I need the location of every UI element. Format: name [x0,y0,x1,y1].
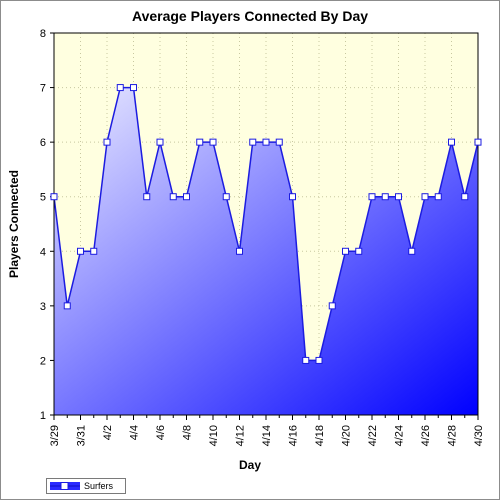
x-tick-label: 4/28 [447,425,459,446]
data-point-4-20 [342,247,349,255]
data-point-4-14 [262,138,270,146]
data-point-4-9 [196,138,204,146]
data-point-4-6 [156,138,164,146]
data-points [50,84,482,364]
x-tick-label: 3/31 [76,425,88,446]
x-tick-label: 4/10 [208,425,220,446]
x-tick-label: 4/18 [314,425,326,446]
data-point-3-31 [77,247,84,255]
y-tick-label: 6 [40,137,46,149]
y-tick-label: 5 [40,192,46,204]
data-point-4-26 [421,193,429,201]
data-point-4-22 [368,193,376,201]
data-point-4-8 [183,193,190,201]
x-tick-label: 4/26 [420,425,432,446]
data-point-4-3 [116,84,124,92]
x-tick-label: 4/16 [288,425,300,446]
y-tick-label: 7 [40,83,46,95]
data-point-4-1 [90,247,98,255]
x-tick-label: 4/14 [261,425,273,446]
data-point-4-18 [315,356,323,364]
axes: 1 2 3 4 5 6 7 8 3/29 3/31 4/2 4/4 4/6 4/8 4/10 4/12 4/14… [40,28,485,446]
data-point-4-11 [222,193,230,201]
data-point-4-25 [408,247,416,255]
data-point-4-16 [289,193,296,201]
data-point-4-13 [249,138,257,146]
x-tick-label: 4/2 [102,425,114,440]
y-tick-label: 3 [40,301,46,313]
x-tick-label: 3/29 [49,425,61,446]
data-point-4-4 [130,84,137,92]
legend: Surfers [46,478,126,494]
legend-label-surfers: Surfers [84,481,114,491]
data-point-4-28 [448,138,455,146]
data-point-4-2 [103,138,111,146]
data-point-4-10 [209,138,217,146]
data-point-4-23 [381,193,389,201]
x-tick-label: 4/12 [235,425,247,446]
data-point-4-17 [302,356,310,364]
area-fill-surfers [54,87,478,416]
plot-border [53,32,479,416]
data-point-4-27 [434,193,442,201]
data-point-4-15 [275,138,283,146]
x-tick-label: 4/22 [367,425,379,446]
data-point-4-7 [169,193,177,201]
x-tick-label: 4/24 [394,425,406,446]
x-tick-label: 4/6 [155,425,167,440]
data-point-3-29 [50,193,58,201]
x-tick-label: 4/30 [473,425,485,446]
x-tick-label: 4/20 [341,425,353,446]
x-axis-title: Day [238,458,261,472]
data-point-4-29 [461,193,469,201]
y-tick-label: 4 [40,246,46,258]
x-tick-label: 4/4 [129,425,141,440]
y-tick-label: 1 [40,410,46,422]
chart-title: Average Players Connected By Day [131,8,369,24]
x-tick-label: 4/8 [182,425,194,440]
legend-swatch [50,482,80,490]
data-point-4-24 [395,193,402,201]
data-point-4-19 [328,302,336,310]
data-point-4-5 [143,193,151,201]
y-tick-label: 8 [40,28,46,40]
data-point-4-12 [236,247,243,255]
data-point-4-21 [355,247,363,255]
data-point-3-30 [63,302,71,310]
y-tick-label: 2 [40,355,46,367]
data-point-4-30 [474,138,482,146]
